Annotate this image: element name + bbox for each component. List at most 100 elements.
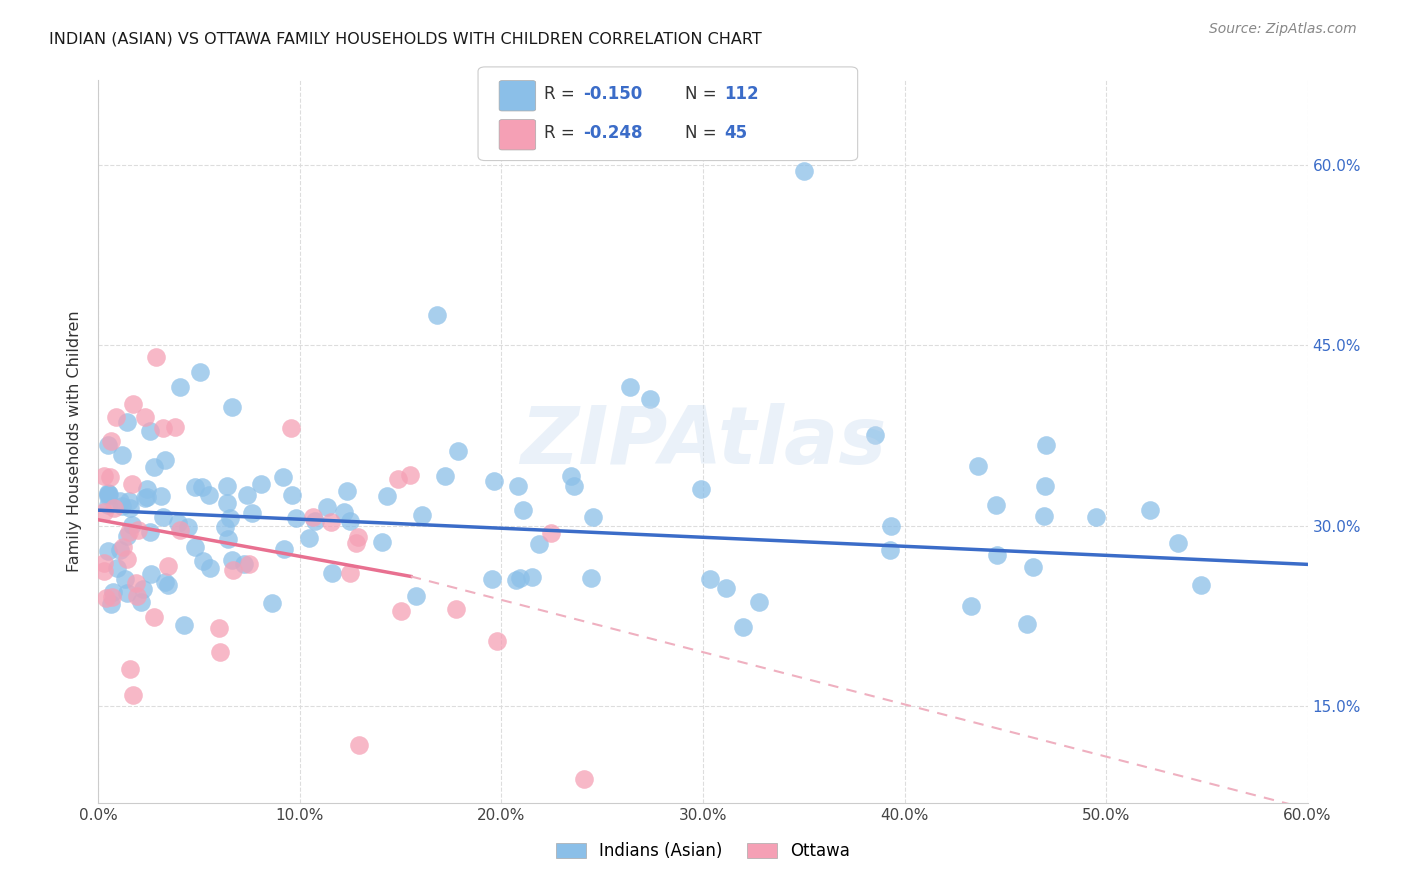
Point xyxy=(347,739,370,753)
Point xyxy=(149,489,172,503)
Point xyxy=(169,380,191,394)
Point xyxy=(217,532,239,546)
Y-axis label: Family Households with Children: Family Households with Children xyxy=(67,310,83,573)
Text: -0.248: -0.248 xyxy=(583,124,643,142)
Point xyxy=(1035,438,1057,452)
Point xyxy=(98,487,121,501)
Point xyxy=(97,489,120,503)
Point xyxy=(1167,535,1189,549)
Point xyxy=(108,543,131,558)
Point xyxy=(93,468,115,483)
Point xyxy=(733,620,755,634)
Point xyxy=(699,572,721,586)
Point xyxy=(562,479,585,493)
Point xyxy=(134,410,156,425)
Point xyxy=(281,488,304,502)
Legend: Indians (Asian), Ottawa: Indians (Asian), Ottawa xyxy=(548,836,858,867)
Point xyxy=(232,557,254,571)
Point xyxy=(344,536,367,550)
Point xyxy=(1139,503,1161,517)
Point xyxy=(1033,509,1056,524)
Point xyxy=(118,524,141,539)
Text: N =: N = xyxy=(685,124,721,142)
Point xyxy=(690,483,713,497)
Point xyxy=(863,428,886,442)
Point xyxy=(136,491,159,505)
Point xyxy=(319,515,342,529)
Text: R =: R = xyxy=(544,124,581,142)
Point xyxy=(115,586,138,600)
Point xyxy=(411,508,433,522)
Point xyxy=(485,634,508,648)
Point xyxy=(132,582,155,596)
Point xyxy=(560,468,582,483)
Point xyxy=(215,496,238,510)
Point xyxy=(111,540,134,554)
Point xyxy=(93,504,115,518)
Text: N =: N = xyxy=(685,85,721,103)
Point xyxy=(1189,578,1212,592)
Point xyxy=(509,571,531,585)
Point xyxy=(880,519,903,533)
Point xyxy=(122,397,145,411)
Point xyxy=(127,589,149,603)
Point xyxy=(582,510,605,524)
Point xyxy=(98,470,121,484)
Text: INDIAN (ASIAN) VS OTTAWA FAMILY HOUSEHOLDS WITH CHILDREN CORRELATION CHART: INDIAN (ASIAN) VS OTTAWA FAMILY HOUSEHOL… xyxy=(49,31,762,46)
Point xyxy=(129,595,152,609)
Point xyxy=(262,596,284,610)
Point xyxy=(121,477,143,491)
Point xyxy=(321,566,343,581)
Point xyxy=(145,350,167,364)
Point xyxy=(986,548,1008,562)
Point xyxy=(136,482,159,496)
Point xyxy=(208,621,231,635)
Point xyxy=(139,566,162,581)
Point xyxy=(221,400,243,414)
Point xyxy=(120,662,142,676)
Point xyxy=(134,491,156,505)
Point xyxy=(986,498,1008,512)
Point xyxy=(748,595,770,609)
Point xyxy=(250,476,273,491)
Point xyxy=(434,469,457,483)
Point xyxy=(339,514,361,528)
Point xyxy=(97,486,120,500)
Point xyxy=(121,518,143,533)
Point xyxy=(142,460,165,475)
Point xyxy=(481,572,503,586)
Point xyxy=(540,525,562,540)
Point xyxy=(426,308,449,322)
Point xyxy=(93,565,115,579)
Point xyxy=(104,410,127,425)
Point xyxy=(714,581,737,595)
Point xyxy=(138,425,160,439)
Text: R =: R = xyxy=(544,85,581,103)
Point xyxy=(184,480,207,494)
Point xyxy=(97,498,120,512)
Point xyxy=(793,163,815,178)
Point xyxy=(118,494,141,508)
Point xyxy=(879,542,901,557)
Point xyxy=(193,554,215,568)
Point xyxy=(347,530,370,544)
Point xyxy=(191,480,214,494)
Point xyxy=(100,434,122,448)
Point xyxy=(153,453,176,467)
Point xyxy=(1084,510,1107,524)
Text: ZIPAtlas: ZIPAtlas xyxy=(520,402,886,481)
Point xyxy=(111,499,134,513)
Point xyxy=(221,552,243,566)
Point xyxy=(219,511,242,525)
Point xyxy=(152,420,174,434)
Point xyxy=(336,484,359,499)
Point xyxy=(506,478,529,492)
Point xyxy=(298,531,321,545)
Point xyxy=(103,501,125,516)
Point xyxy=(271,470,294,484)
Point xyxy=(444,602,467,616)
Point xyxy=(163,420,186,434)
Point xyxy=(198,561,221,575)
Point xyxy=(375,489,398,503)
Point xyxy=(222,564,245,578)
